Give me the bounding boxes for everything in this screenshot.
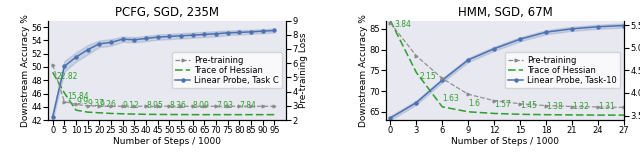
Text: 9.12: 9.12 (123, 101, 140, 110)
Y-axis label: Downstream Accuracy %: Downstream Accuracy % (358, 14, 368, 127)
Text: 7.93: 7.93 (216, 101, 233, 110)
Text: 22.82: 22.82 (57, 72, 78, 81)
Text: 9.9: 9.9 (76, 97, 88, 106)
Text: 8.09: 8.09 (193, 101, 209, 110)
X-axis label: Number of Steps / 1000: Number of Steps / 1000 (451, 137, 559, 146)
Title: PCFG, SGD, 235M: PCFG, SGD, 235M (115, 6, 219, 19)
Text: 9.26: 9.26 (99, 100, 116, 109)
Text: 8.36: 8.36 (170, 101, 186, 110)
Text: 2.15: 2.15 (419, 72, 436, 81)
Text: 7.84: 7.84 (239, 101, 256, 110)
Legend: Pre-training, Trace of Hessian, Linear Probe, Task-10: Pre-training, Trace of Hessian, Linear P… (505, 52, 620, 88)
X-axis label: Number of Steps / 1000: Number of Steps / 1000 (113, 137, 221, 146)
Text: 1.63: 1.63 (442, 94, 459, 103)
Text: 9.37: 9.37 (88, 99, 105, 108)
Text: 1.6: 1.6 (468, 99, 480, 108)
Text: 1.32: 1.32 (572, 102, 589, 111)
Text: 1.38: 1.38 (546, 102, 563, 111)
Text: 1.31: 1.31 (598, 102, 615, 111)
Y-axis label: Pre-training Loss: Pre-training Loss (299, 33, 308, 108)
Text: 8.95: 8.95 (146, 101, 163, 110)
Title: HMM, SGD, 67M: HMM, SGD, 67M (458, 6, 552, 19)
Legend: Pre-training, Trace of Hessian, Linear Probe, Task C: Pre-training, Trace of Hessian, Linear P… (172, 52, 282, 88)
Text: 1.45: 1.45 (520, 101, 537, 110)
Text: 1.57: 1.57 (494, 100, 511, 109)
Text: 15.84: 15.84 (67, 92, 89, 101)
Y-axis label: Downstream Accuracy %: Downstream Accuracy % (20, 14, 29, 127)
Text: 3.84: 3.84 (394, 20, 412, 29)
